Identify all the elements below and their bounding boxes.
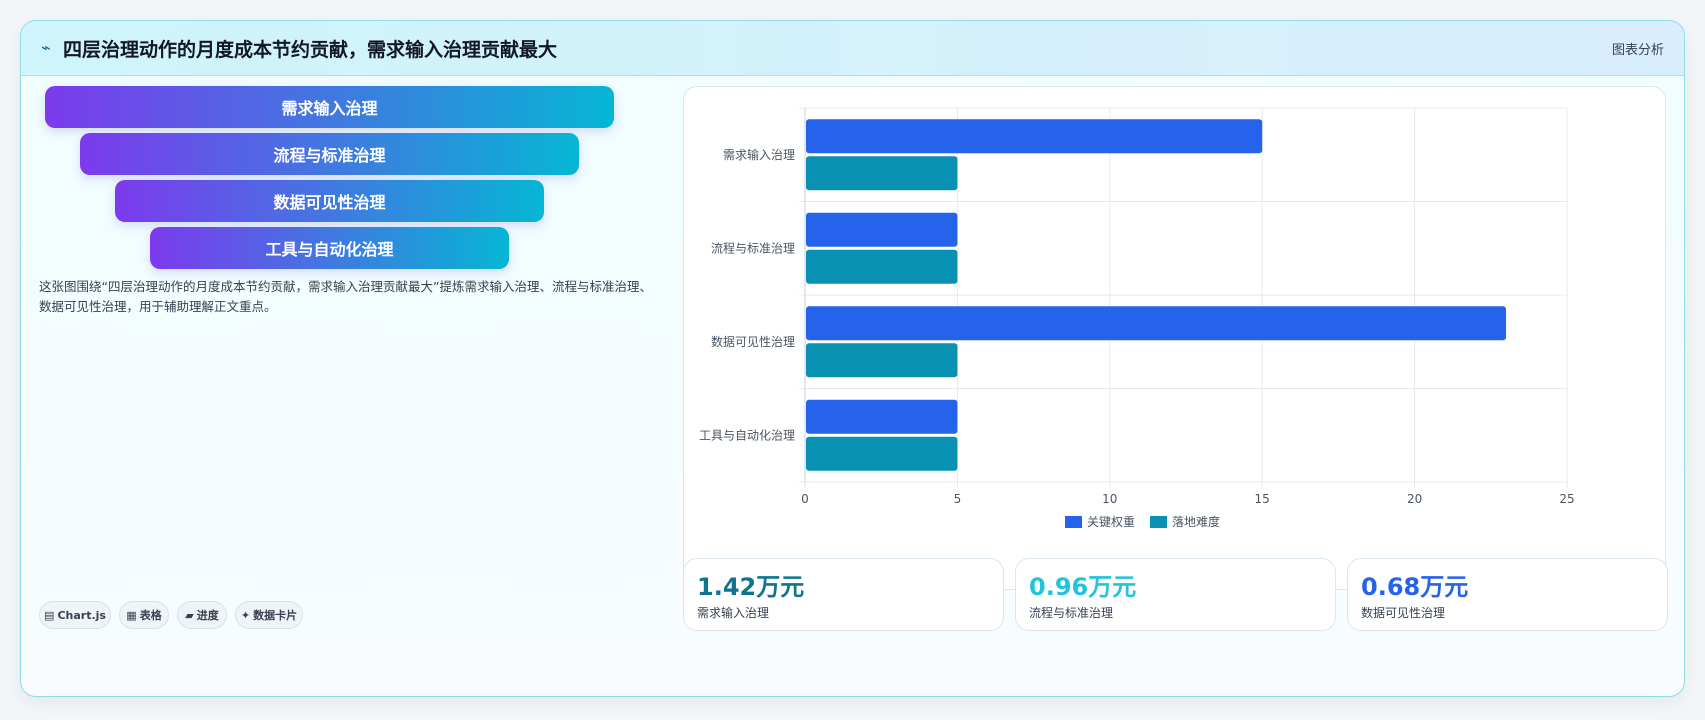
bar-difficulty [806, 436, 958, 471]
y-tick-label: 工具与自动化治理 [699, 428, 795, 442]
x-tick-label: 0 [801, 492, 809, 506]
chip-label: 数据卡片 [253, 609, 298, 622]
bar-chart: 0 5 10 15 20 25 需求输入治理流程与标准治理数据可见性治理工具与自动化治理关键… [699, 107, 1575, 529]
kpi-value: 0.68万元 [1361, 573, 1469, 601]
bar-key-weight [806, 399, 958, 434]
table-icon: ▦ [126, 608, 137, 622]
chip-data-card[interactable]: ✦ 数据卡片 [235, 601, 303, 629]
funnel-layer-3: 数据可见性治理 [115, 180, 544, 222]
bar-chart-panel: 0 5 10 15 20 25 需求输入治理流程与标准治理 数据可见性治理工具与自动化治理关键… [683, 86, 1666, 590]
bar-key-weight [806, 212, 958, 247]
y-tick-label: 流程与标准治理 [711, 240, 795, 255]
chip-table[interactable]: ▦ 表格 [119, 601, 169, 629]
progress-icon: ▰ [185, 608, 194, 622]
chip-label: 进度 [196, 609, 219, 622]
card-title: 四层治理动作的月度成本节约贡献，需求输入治理贡献最大 [63, 39, 558, 61]
funnel-layer-1: 需求输入治理 [45, 86, 614, 128]
chart-analysis-tag: 图表分析 [1611, 43, 1664, 58]
sparkle-icon: ✦ [240, 608, 251, 622]
chip-label: 表格 [139, 609, 162, 622]
x-tick-label: 15 [1255, 492, 1270, 506]
legend-swatch [1150, 516, 1167, 528]
zigzag-icon: ⌁ [41, 38, 51, 57]
y-tick-label: 数据可见性治理 [711, 334, 795, 349]
kpi-label: 数据可见性治理 [1361, 606, 1446, 620]
funnel-layer-2: 流程与标准治理 [80, 133, 579, 175]
card-header: ⌁ 四层治理动作的月度成本节约贡献，需求输入治理贡献最大 图表分析 [21, 21, 1684, 76]
funnel-layer-4: 工具与自动化治理 [150, 227, 509, 269]
kpi-card-3: 0.68万元 数据可见性治理 [1347, 558, 1668, 631]
bar-key-weight [806, 119, 1263, 154]
x-tick-label: 5 [954, 492, 962, 506]
kpi-value: 0.96万元 [1029, 573, 1137, 601]
kpi-label: 流程与标准治理 [1029, 606, 1114, 620]
chip-progress[interactable]: ▰ 进度 [177, 601, 227, 629]
legend-label: 落地难度 [1172, 514, 1220, 529]
x-tick-label: 20 [1407, 492, 1422, 506]
chip-chartjs[interactable]: ▤ Chart.js [39, 601, 111, 629]
kpi-value: 1.42万元 [697, 573, 805, 601]
legend-swatch [1065, 516, 1082, 528]
kpi-card-2: 0.96万元 流程与标准治理 [1015, 558, 1336, 631]
kpi-label: 需求输入治理 [697, 606, 770, 620]
x-tick-label: 25 [1559, 492, 1574, 506]
kpi-card-1: 1.42万元 需求输入治理 [683, 558, 1004, 631]
bar-difficulty [806, 249, 958, 284]
x-tick-label: 10 [1102, 492, 1117, 506]
bar-difficulty [806, 343, 958, 378]
bar-key-weight [806, 306, 1507, 341]
legend-label: 关键权重 [1087, 515, 1135, 529]
bar-difficulty [806, 156, 958, 191]
chip-label: Chart.js [57, 608, 106, 622]
bar-chart-icon: ▤ [44, 608, 55, 622]
chart-description: 这张图围绕“四层治理动作的月度成本节约贡献，需求输入治理贡献最大”提炼需求输入治… [39, 279, 652, 314]
chart-card: ⌁ 四层治理动作的月度成本节约贡献，需求输入治理贡献最大 图表分析 需求输入治理… [20, 20, 1685, 697]
y-tick-label: 需求输入治理 [723, 147, 795, 162]
